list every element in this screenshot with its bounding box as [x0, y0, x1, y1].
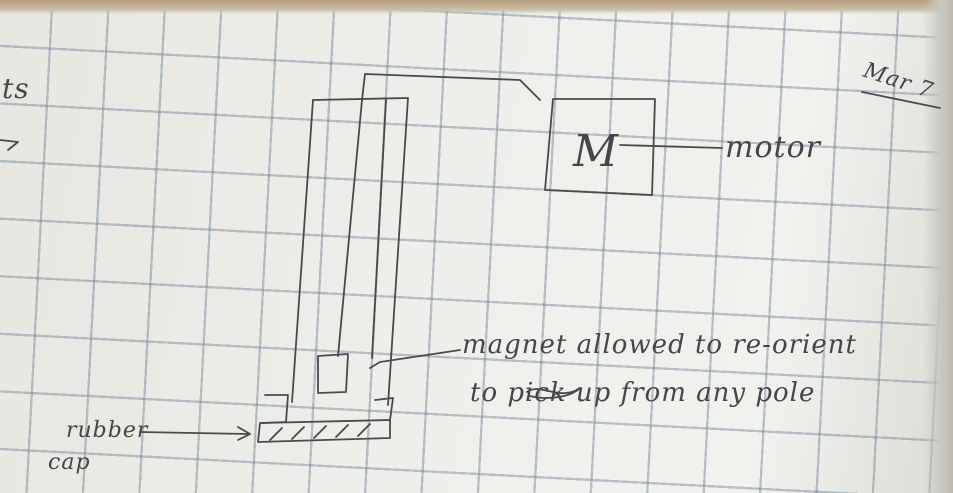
date-underline — [861, 91, 941, 109]
tube-outer-wall — [312, 97, 409, 406]
motor-label: motor — [725, 130, 821, 165]
edge-arrow — [0, 139, 19, 151]
magnet-pointer — [369, 349, 461, 369]
magnet-label-line1: magnet allowed to re-orient — [462, 330, 857, 360]
inner-rod-right — [371, 99, 387, 359]
magnet-label-line2: to pick up from any pole — [470, 378, 816, 408]
cap-left-post — [261, 394, 289, 424]
edge-fragment-label: ts — [2, 72, 30, 105]
tube-left-wall — [291, 99, 314, 403]
cap-hatching — [269, 423, 371, 441]
motor-box-letter: M — [573, 126, 620, 177]
magnet — [317, 353, 349, 394]
rubber-label: rubber — [66, 418, 149, 443]
cap-right-post — [374, 397, 394, 421]
rubber-arrow — [139, 426, 251, 441]
scribble — [526, 387, 581, 399]
page-top-edge — [0, 0, 953, 14]
inner-rod — [337, 99, 363, 357]
motor-box — [544, 98, 656, 196]
motor-pointer — [619, 144, 723, 149]
cap-label: cap — [48, 450, 91, 475]
motor-connection — [361, 73, 541, 101]
page-right-edge — [923, 0, 953, 493]
